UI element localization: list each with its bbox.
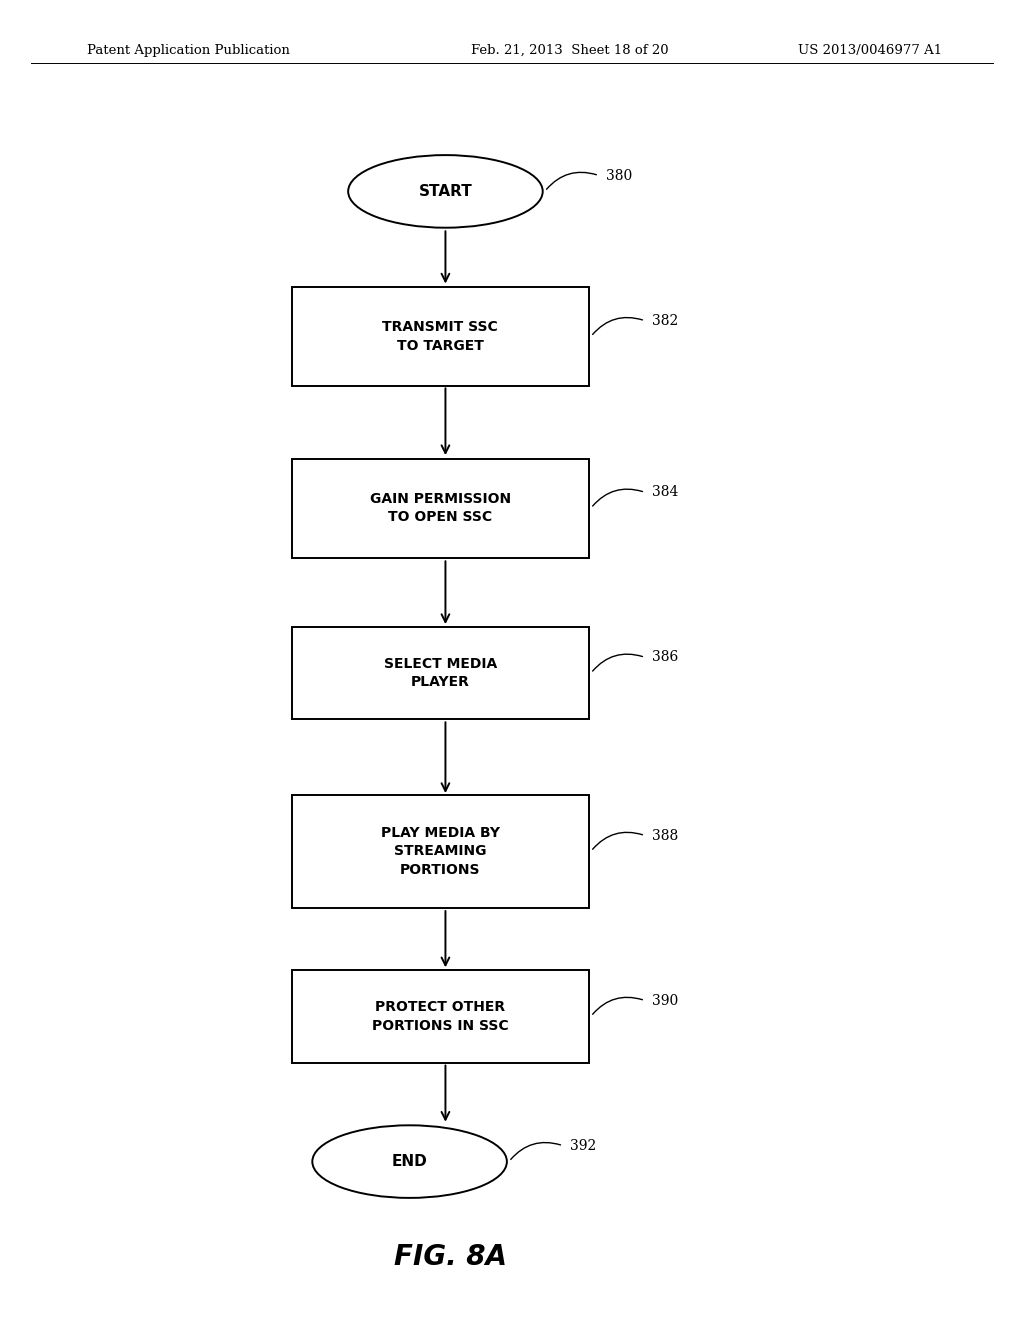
Bar [292, 288, 589, 385]
Text: GAIN PERMISSION
TO OPEN SSC: GAIN PERMISSION TO OPEN SSC [370, 492, 511, 524]
Text: END: END [392, 1154, 427, 1170]
Text: PROTECT OTHER
PORTIONS IN SSC: PROTECT OTHER PORTIONS IN SSC [372, 1001, 509, 1032]
Text: FIG. 8A: FIG. 8A [394, 1242, 507, 1271]
Text: Feb. 21, 2013  Sheet 18 of 20: Feb. 21, 2013 Sheet 18 of 20 [471, 44, 669, 57]
Text: 386: 386 [652, 651, 679, 664]
Text: TRANSMIT SSC
TO TARGET: TRANSMIT SSC TO TARGET [382, 321, 499, 352]
Text: 392: 392 [570, 1139, 597, 1152]
Bar [292, 795, 589, 908]
Text: 382: 382 [652, 314, 679, 327]
Bar [292, 970, 589, 1063]
Text: 388: 388 [652, 829, 679, 842]
Text: START: START [419, 183, 472, 199]
Text: 384: 384 [652, 486, 679, 499]
Bar [292, 459, 589, 557]
Text: Patent Application Publication: Patent Application Publication [87, 44, 290, 57]
Text: US 2013/0046977 A1: US 2013/0046977 A1 [798, 44, 942, 57]
Text: 390: 390 [652, 994, 679, 1007]
Ellipse shape [348, 156, 543, 227]
Ellipse shape [312, 1125, 507, 1199]
Text: SELECT MEDIA
PLAYER: SELECT MEDIA PLAYER [384, 657, 497, 689]
Text: PLAY MEDIA BY
STREAMING
PORTIONS: PLAY MEDIA BY STREAMING PORTIONS [381, 826, 500, 876]
Bar [292, 627, 589, 719]
Text: 380: 380 [606, 169, 633, 182]
